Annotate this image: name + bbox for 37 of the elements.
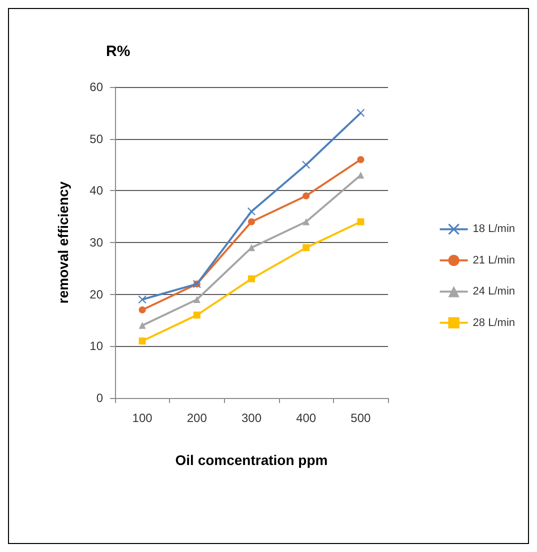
legend-label: 21 L/min xyxy=(472,254,516,266)
point xyxy=(357,218,364,226)
point xyxy=(356,108,365,117)
x-tick-label: 100 xyxy=(132,411,153,425)
x-tick-label: 300 xyxy=(241,411,262,425)
point xyxy=(138,322,146,329)
point xyxy=(193,296,200,304)
x-tick-label: 400 xyxy=(296,411,316,425)
point xyxy=(138,337,146,344)
y-tick-label: 30 xyxy=(90,236,104,250)
point xyxy=(302,218,310,226)
y-tick-label: 10 xyxy=(90,339,104,354)
legend-label: 28 L/min xyxy=(472,316,516,329)
point xyxy=(302,244,310,252)
point xyxy=(248,275,255,282)
y-tick-label: 60 xyxy=(90,80,104,94)
point xyxy=(357,156,364,164)
point xyxy=(248,207,256,216)
y-tick-label: 0 xyxy=(96,391,104,405)
point xyxy=(138,296,146,304)
point xyxy=(357,172,364,179)
x-axis-title: Oil comcentration ppm xyxy=(175,452,328,468)
point xyxy=(248,244,255,252)
y-tick-label: 40 xyxy=(90,184,104,198)
point xyxy=(302,160,310,169)
legend-label: 24 L/min xyxy=(472,286,516,298)
y-tick-label: 20 xyxy=(90,287,104,302)
point xyxy=(138,306,146,314)
point xyxy=(302,192,310,200)
point xyxy=(248,218,255,226)
point xyxy=(193,312,200,319)
legend-label: 18 L/min xyxy=(472,223,516,236)
x-tick-label: 200 xyxy=(186,411,208,425)
chart-title: R% xyxy=(106,43,130,60)
y-axis-title: removal efficiency xyxy=(55,181,71,304)
x-tick-label: 500 xyxy=(350,411,372,425)
y-tick-label: 50 xyxy=(90,132,104,146)
